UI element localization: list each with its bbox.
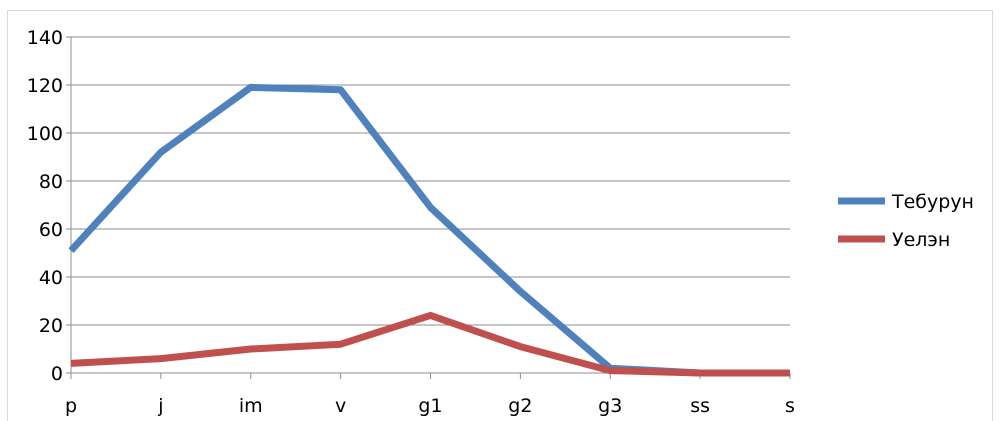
series-lines	[68, 83, 790, 377]
y-tick-label: 20	[39, 315, 63, 337]
y-tick-label: 60	[39, 219, 63, 241]
y-axis-tick-labels: 0 20 40 60 80 100 120 140	[27, 27, 63, 385]
x-tick-label-g2: g2	[508, 395, 532, 417]
x-tick-label-ss: ss	[690, 395, 710, 417]
y-tick-label: 80	[39, 171, 63, 193]
gridlines	[71, 36, 790, 326]
legend-label-1: Уелэн	[892, 229, 950, 251]
y-tick-label: 0	[51, 363, 63, 385]
y-tick-label: 100	[27, 123, 63, 145]
y-tick-label: 40	[39, 267, 63, 289]
x-tick-label-im: im	[239, 395, 263, 417]
x-tick-label-v: v	[335, 395, 346, 417]
x-tick-label-p: p	[65, 395, 77, 417]
y-tick-label: 140	[27, 27, 63, 49]
x-tick-label-s: s	[785, 395, 795, 417]
x-tick-label-g3: g3	[598, 395, 622, 417]
y-tick-label: 120	[27, 75, 63, 97]
series-line-1	[70, 311, 790, 377]
legend-label-0: Тебурун	[891, 191, 974, 213]
chart-border	[7, 10, 993, 421]
x-axis-tick-labels: p j im v g1 g2 g3 ss s	[65, 395, 795, 417]
x-tick-label-g1: g1	[418, 395, 442, 417]
x-tick-label-j: j	[157, 395, 163, 417]
legend: Тебурун Уелэн	[838, 191, 974, 251]
